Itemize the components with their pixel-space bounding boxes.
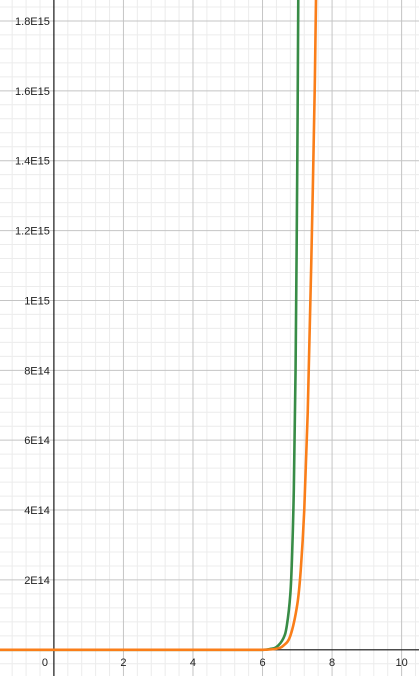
plot-curves [0, 0, 318, 652]
y-tick-label: 1.4E15 [15, 156, 50, 168]
y-tick-label: 1.2E15 [15, 226, 50, 238]
x-tick-label: 0 [42, 657, 48, 669]
x-tick-label: 10 [395, 657, 407, 669]
x-tick-label: 4 [190, 657, 196, 669]
y-tick-label: 2E14 [24, 575, 50, 587]
y-tick-label: 8E14 [24, 365, 50, 377]
x-tick-label: 2 [120, 657, 126, 669]
y-tick-label: 1E15 [24, 295, 50, 307]
y-tick-label: 1.6E15 [15, 86, 50, 98]
y-tick-label: 6E14 [24, 435, 50, 447]
y-tick-label: 4E14 [24, 505, 50, 517]
x-tick-label: 6 [259, 657, 265, 669]
series-curve-2[interactable] [0, 0, 318, 652]
y-tick-labels: 2E14 4E14 6E14 8E14 1E15 1.2E15 1.4E15 1.6E15 1.… [15, 16, 50, 587]
x-tick-label: 8 [329, 657, 335, 669]
x-tick-labels: 0 2 4 6 8 10 [42, 657, 408, 669]
y-tick-label: 1.8E15 [15, 16, 50, 28]
